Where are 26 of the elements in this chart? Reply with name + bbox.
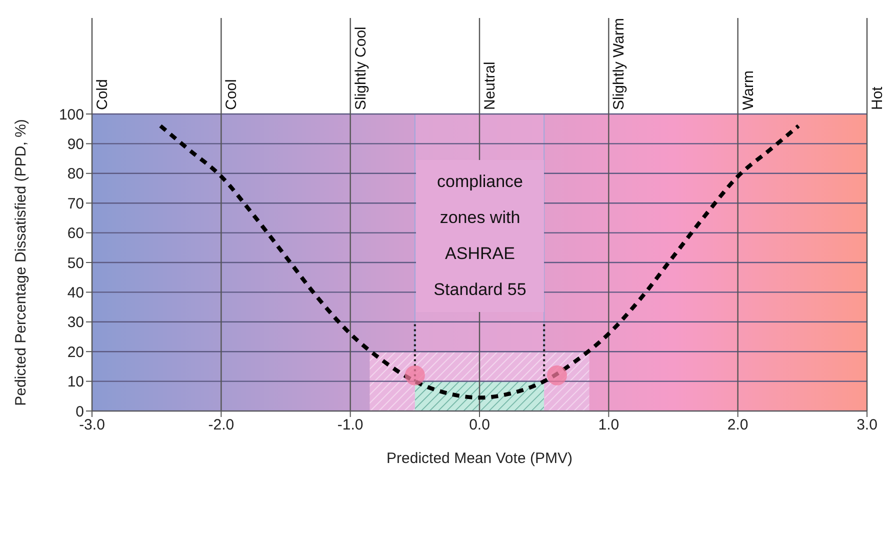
x-tick-label: 1.0	[598, 416, 620, 434]
x-tick-label: 0.0	[469, 416, 490, 434]
ref-line-label: Slightly Cool	[352, 26, 370, 110]
y-tick-label: 30	[67, 314, 84, 332]
y-tick-label: 80	[67, 166, 84, 183]
y-tick-label: 60	[67, 225, 84, 242]
y-tick-label: 50	[67, 254, 84, 272]
x-tick-label: -1.0	[337, 416, 364, 434]
x-tick-label: 3.0	[856, 416, 878, 434]
annotation: compliance zones with ASHRAE Standard 55	[416, 160, 544, 312]
ref-line-label: Neutral	[482, 62, 498, 110]
ref-line-label: Slightly Warm	[610, 18, 628, 110]
y-axis-title: Pedicted Percentage Dissatisfied (PPD, %)	[12, 119, 30, 406]
y-tick-label: 40	[67, 284, 84, 302]
y-tick-label: 70	[67, 195, 84, 212]
y-tick-label: 20	[67, 344, 84, 361]
y-tick-label: 100	[58, 106, 84, 124]
y-tick-label: 90	[67, 136, 84, 154]
y-tick-label: 10	[67, 374, 84, 391]
ref-line-label: Warm	[740, 70, 757, 110]
ref-line-label: Cold	[94, 79, 111, 110]
x-axis-title: Predicted Mean Vote (PMV)	[386, 450, 572, 467]
x-tick-label: -2.0	[208, 416, 234, 434]
ref-line-label: Cool	[223, 79, 240, 110]
x-tick-label: 2.0	[727, 416, 748, 434]
ref-line-label: Hot	[869, 86, 886, 110]
